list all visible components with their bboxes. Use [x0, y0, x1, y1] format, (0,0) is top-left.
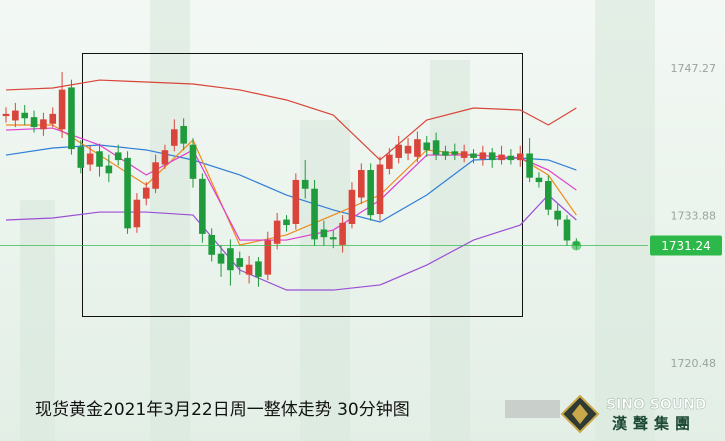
candle-body — [21, 112, 28, 119]
candle-body — [227, 248, 234, 271]
candle-body — [49, 113, 57, 124]
candle-body — [255, 261, 262, 277]
candle-body — [236, 258, 244, 267]
indicator-line — [5, 79, 577, 161]
candle-body — [526, 153, 533, 178]
indicator-line — [5, 194, 577, 291]
candle-body — [133, 199, 141, 228]
candle-body — [367, 170, 374, 216]
candle-body — [442, 151, 449, 156]
candle-body — [516, 153, 524, 161]
candle-body — [283, 219, 290, 226]
candle-body — [414, 139, 421, 157]
candle-body — [208, 234, 215, 255]
brand: SINO SOUND — [606, 397, 706, 413]
caption: 现货黄金2021年3月22日周一整体走势 30分钟图 — [35, 400, 410, 420]
candle-body — [68, 87, 75, 150]
candle-body — [40, 119, 47, 130]
plot: 1747.27 1733.88 1720.48 1731.24 — [0, 62, 722, 370]
y-tick-label: 1747.27 — [671, 62, 717, 75]
candle-body — [535, 177, 543, 183]
candle-body — [386, 154, 393, 169]
last-price-box — [650, 235, 722, 256]
candle-body — [358, 170, 365, 198]
candle-body — [105, 165, 113, 174]
candle-body — [12, 110, 19, 121]
candle-body — [479, 152, 487, 160]
candle-body — [432, 140, 440, 155]
candle-body — [507, 155, 515, 161]
candle-body — [124, 157, 131, 229]
logo — [560, 394, 600, 434]
candle-body — [264, 240, 272, 275]
last-price-dot — [571, 240, 582, 251]
candle-body — [320, 229, 328, 238]
last-price-label: 1731.24 — [661, 239, 711, 253]
candle-body — [96, 151, 103, 167]
brand-cn: 漢聲集團 — [612, 415, 696, 433]
candle-body — [199, 178, 206, 234]
candle-body — [245, 264, 253, 275]
candle-body — [30, 117, 38, 128]
candle-body — [348, 189, 356, 224]
candle-body — [545, 181, 552, 210]
candle-body — [339, 222, 346, 245]
y-tick-label: 1720.48 — [671, 357, 717, 370]
candle-body — [376, 164, 384, 215]
blurred-box — [505, 400, 560, 418]
candle-body — [395, 144, 402, 158]
candle-body — [114, 152, 122, 161]
candle-body — [171, 129, 178, 146]
candle-body — [2, 113, 10, 117]
candle-body — [180, 125, 187, 144]
candle-body — [404, 145, 412, 154]
candle-body — [161, 150, 169, 165]
candle-body — [329, 237, 337, 240]
candle-body — [460, 151, 468, 158]
candle-body — [189, 144, 197, 179]
candle-body — [311, 188, 318, 240]
candle-body — [554, 210, 561, 220]
candle-body — [273, 220, 281, 244]
candle-body — [563, 219, 571, 241]
y-tick-label: 1733.88 — [671, 209, 717, 222]
candle-body — [58, 89, 66, 130]
highlight-box — [82, 53, 523, 317]
candle-body — [423, 142, 431, 151]
candle-body — [142, 187, 150, 199]
candle-body — [152, 162, 159, 189]
background-buildings — [20, 0, 655, 441]
candle-body — [470, 153, 477, 158]
candle-body — [301, 179, 309, 189]
candle-body — [217, 253, 225, 264]
candle-body — [488, 152, 496, 161]
candle-body — [451, 151, 459, 155]
candle-body — [77, 146, 85, 168]
candle-body — [86, 153, 94, 165]
candle-body — [292, 179, 300, 224]
candle-body — [498, 154, 505, 161]
